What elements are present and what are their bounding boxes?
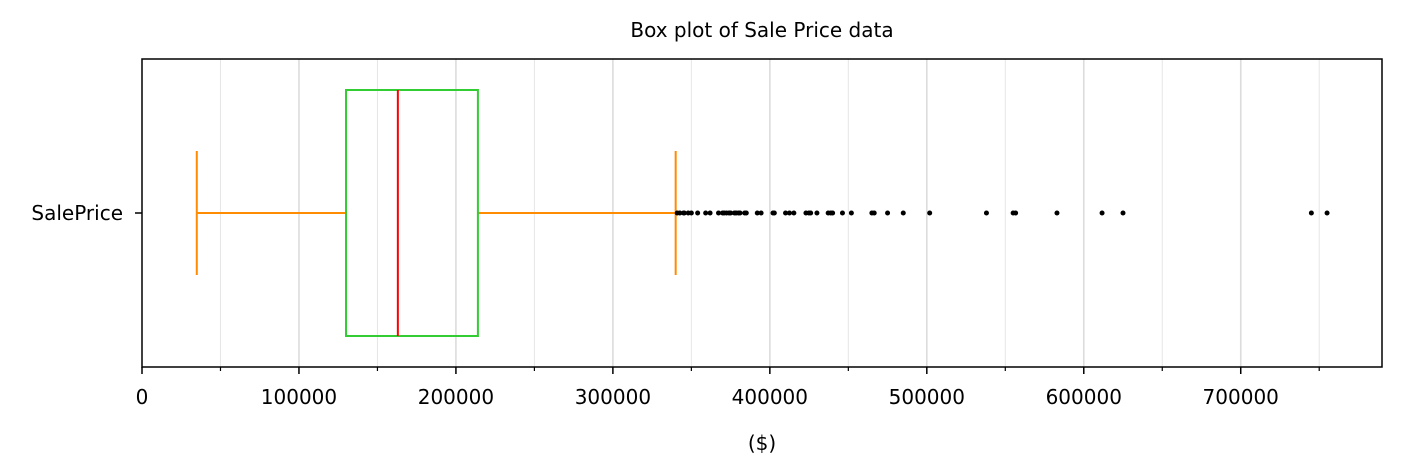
outlier-point-22 [758, 210, 764, 216]
outlier-point-3 [681, 210, 687, 216]
x-tick-label-6: 600000 [1046, 385, 1122, 409]
outlier-point-30 [808, 210, 814, 216]
outlier-point-45 [1054, 210, 1060, 216]
outlier-point-42 [983, 210, 989, 216]
outlier-point-1 [677, 210, 683, 216]
outlier-point-49 [1324, 210, 1330, 216]
outlier-point-14 [728, 210, 734, 216]
x-tick-label-3: 300000 [575, 385, 651, 409]
outlier-point-26 [786, 210, 792, 216]
outlier-point-9 [716, 210, 722, 216]
outlier-point-25 [783, 210, 789, 216]
outlier-point-36 [848, 210, 854, 216]
y-axis: SalePrice [31, 201, 142, 225]
iqr-box [345, 89, 479, 337]
outlier-point-35 [839, 210, 845, 216]
outlier-point-47 [1120, 210, 1126, 216]
x-tick-label-5: 500000 [889, 385, 965, 409]
x-tick-label-7: 700000 [1203, 385, 1279, 409]
outlier-point-34 [830, 210, 836, 216]
outlier-point-41 [927, 210, 933, 216]
x-tick-label-4: 400000 [732, 385, 808, 409]
x-axis-label: ($) [748, 431, 776, 455]
outlier-point-46 [1099, 210, 1105, 216]
outlier-point-18 [737, 210, 743, 216]
outlier-point-48 [1308, 210, 1314, 216]
outlier-point-8 [707, 210, 713, 216]
outlier-point-7 [703, 210, 709, 216]
outlier-point-39 [885, 210, 891, 216]
outlier-point-31 [814, 210, 820, 216]
outlier-point-44 [1013, 210, 1019, 216]
x-tick-label-1: 100000 [261, 385, 337, 409]
x-tick-label-2: 200000 [418, 385, 494, 409]
outlier-point-6 [695, 210, 701, 216]
box-plot [195, 89, 677, 337]
outlier-point-5 [688, 210, 694, 216]
outlier-point-40 [900, 210, 906, 216]
outlier-point-21 [754, 210, 760, 216]
x-axis: 0 100000 200000 300000 400000 500000 600000 700… [136, 367, 1320, 409]
outlier-point-20 [743, 210, 749, 216]
outlier-point-27 [791, 210, 797, 216]
outliers [674, 210, 1330, 216]
grid [219, 59, 1320, 367]
outlier-point-38 [871, 210, 877, 216]
chart-title: Box plot of Sale Price data [630, 18, 893, 42]
x-tick-label-0: 0 [136, 385, 149, 409]
outlier-point-24 [771, 210, 777, 216]
y-tick-label-0: SalePrice [31, 201, 123, 225]
